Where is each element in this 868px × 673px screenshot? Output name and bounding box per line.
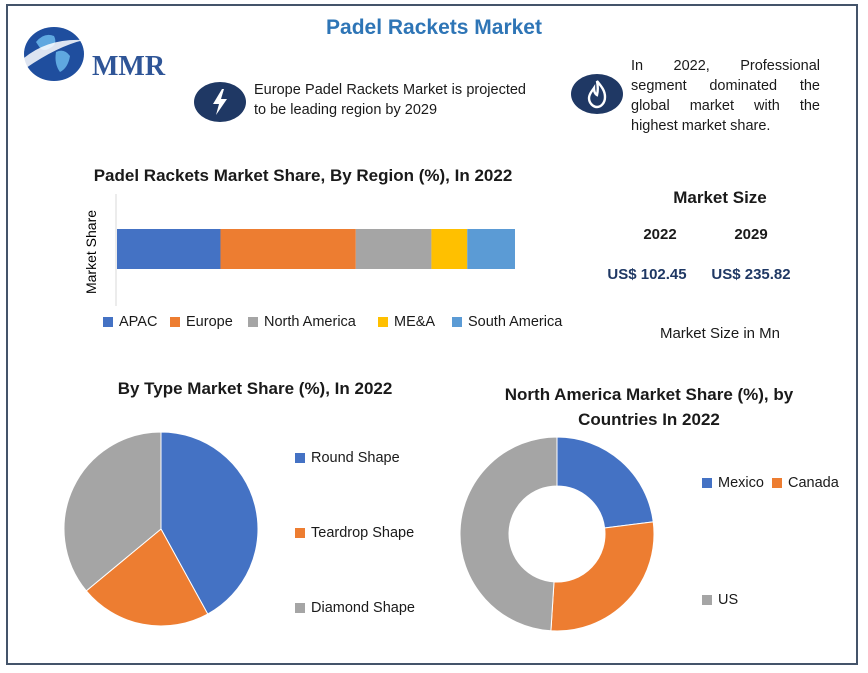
type-pie-chart: [63, 431, 259, 627]
market-size-value-2022: US$ 102.45: [607, 266, 687, 283]
region-chart-title: Padel Rackets Market Share, By Region (%…: [93, 166, 513, 185]
type-pie-title: By Type Market Share (%), In 2022: [117, 379, 393, 398]
slice-canada: [550, 521, 655, 632]
legend-label: South America: [468, 314, 563, 330]
bar-segment-north-america: [355, 229, 432, 269]
logo-text: MMR: [92, 51, 166, 82]
legend-swatch: [452, 317, 462, 327]
legend-swatch: [378, 317, 388, 327]
na-donut-title: North America Market Share (%), by Count…: [504, 385, 794, 429]
slice-mexico: [556, 436, 654, 529]
legend-label: Diamond Shape: [311, 600, 415, 616]
legend-swatch: [702, 595, 712, 605]
legend-item-europe: Europe: [170, 314, 233, 330]
legend-swatch: [248, 317, 258, 327]
slice-round-shape: [160, 431, 259, 615]
legend-item-diamond-shape: Diamond Shape: [295, 600, 415, 616]
legend-swatch: [103, 317, 113, 327]
legend-label: APAC: [119, 314, 158, 330]
market-size-value-2029: US$ 235.82: [711, 266, 791, 283]
region-bars: [117, 229, 515, 269]
legend-label: ME&A: [394, 314, 436, 330]
callout-europe: Europe Padel Rackets Market is projected…: [254, 82, 526, 118]
na-donut-chart: [459, 436, 655, 632]
legend-item-round-shape: Round Shape: [295, 450, 400, 466]
legend-item-us: US: [702, 592, 738, 608]
legend-item-teardrop-shape: Teardrop Shape: [295, 525, 414, 541]
legend-label: Canada: [788, 475, 839, 491]
legend-swatch: [772, 478, 782, 488]
legend-item-north-america: North America: [248, 314, 356, 330]
legend-swatch: [702, 478, 712, 488]
slice-diamond-shape: [63, 431, 162, 592]
legend-item-apac: APAC: [103, 314, 157, 330]
slice-us: [459, 436, 558, 632]
legend-swatch: [295, 453, 305, 463]
market-size-heading: Market Size: [673, 188, 767, 207]
legend-label: North America: [264, 314, 356, 330]
legend-swatch: [170, 317, 180, 327]
bar-segment-europe: [220, 229, 356, 269]
legend-item-mexico: Mexico: [702, 475, 764, 491]
market-size-year-2029: 2029: [734, 226, 768, 243]
lightning-icon: [213, 89, 227, 115]
legend-item-canada: Canada: [772, 475, 839, 491]
flame-icon: [587, 80, 607, 109]
legend-label: US: [718, 592, 739, 608]
market-size-unit-note: Market Size in Mn: [659, 325, 781, 342]
flame-badge: [571, 74, 623, 114]
bar-segment-me-a: [431, 229, 468, 269]
bar-segment-apac: [117, 229, 221, 269]
callout-professional: In 2022, Professional segment dominated …: [631, 58, 820, 134]
legend-label: Europe: [186, 314, 233, 330]
slice-teardrop-shape: [85, 528, 209, 627]
legend-swatch: [295, 603, 305, 613]
market-size-year-2022: 2022: [643, 226, 677, 243]
lightning-badge: [194, 82, 246, 122]
legend-item-me-a: ME&A: [378, 314, 435, 330]
region-bar-chart: Market Share: [83, 194, 515, 306]
legend-swatch: [295, 528, 305, 538]
region-y-axis-label: Market Share: [83, 210, 99, 294]
legend-label: Mexico: [718, 475, 764, 491]
page-title: Padel Rackets Market: [326, 16, 542, 39]
mmr-logo: MMR: [18, 18, 178, 84]
bar-segment-south-america: [467, 229, 515, 269]
legend-label: Round Shape: [311, 450, 400, 466]
legend-item-south-america: South America: [452, 314, 562, 330]
legend-label: Teardrop Shape: [311, 525, 415, 541]
